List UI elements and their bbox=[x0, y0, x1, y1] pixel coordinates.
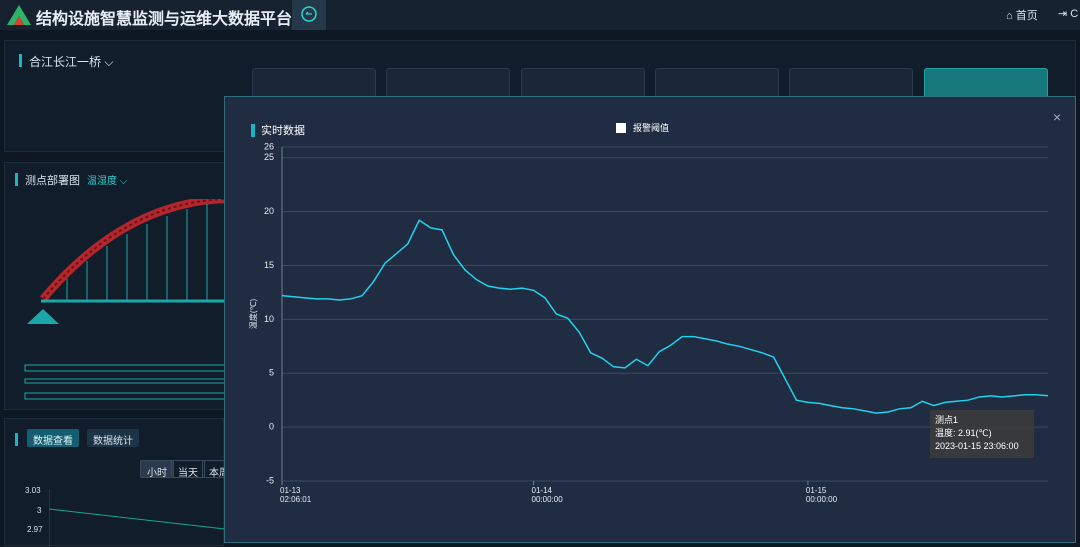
bridge-name: 合江长江一桥 bbox=[29, 55, 102, 69]
bridge-drawing bbox=[24, 199, 232, 400]
nav-label: C bbox=[1070, 8, 1079, 20]
tooltip-series: 测点1 bbox=[935, 415, 959, 425]
axis-label: 3 bbox=[37, 506, 42, 515]
y-tick-label: 20 bbox=[264, 206, 274, 216]
y-tick-label: 26 bbox=[264, 141, 274, 151]
tooltip-time: 2023-01-15 23:06:00 bbox=[935, 441, 1019, 451]
back-button[interactable] bbox=[292, 0, 326, 30]
y-tick-label: 10 bbox=[264, 314, 274, 324]
filter-select[interactable]: 温湿度 ⌵ bbox=[87, 176, 128, 187]
marker bbox=[251, 124, 255, 137]
y-tick-label: 5 bbox=[269, 368, 274, 378]
nav-item[interactable]: ⇥ C bbox=[1058, 8, 1079, 20]
x-tick-label: 01-13 02:06:01 bbox=[280, 486, 312, 504]
range-button[interactable]: 当天 bbox=[171, 460, 205, 479]
tab[interactable]: 数据查看 bbox=[27, 429, 79, 447]
y-tick-label: 15 bbox=[264, 260, 274, 270]
range-button[interactable]: 小时 bbox=[140, 460, 174, 479]
filter-label: 温湿度 bbox=[87, 176, 117, 187]
tooltip-value: 温度: 2.91(℃) bbox=[935, 428, 992, 438]
modal-title: 实时数据 bbox=[261, 125, 305, 137]
y-tick-label: 25 bbox=[264, 152, 274, 162]
legend-swatch bbox=[616, 123, 626, 133]
nav-home[interactable]: ⌂ 首页 bbox=[1006, 10, 1038, 22]
axis-label: 2.97 bbox=[27, 525, 43, 534]
x-tick-label: 01-15 00:00:00 bbox=[805, 486, 838, 504]
y-axis-label: 温度(℃) bbox=[248, 299, 258, 330]
tab[interactable]: 数据统计 bbox=[87, 429, 139, 447]
tooltip: 测点1 温度: 2.91(℃) 2023-01-15 23:06:00 bbox=[930, 410, 1034, 458]
y-tick-label: -5 bbox=[266, 475, 274, 485]
marker bbox=[19, 54, 22, 67]
close-button[interactable]: × bbox=[1053, 109, 1062, 125]
header: 结构设施智慧监测与运维大数据平台 ⌂ 首页 ⇥ C bbox=[0, 0, 1080, 30]
marker bbox=[15, 433, 18, 446]
mini-chart bbox=[49, 489, 225, 547]
app-title: 结构设施智慧监测与运维大数据平台 bbox=[36, 11, 293, 28]
y-tick-label: 0 bbox=[269, 422, 274, 432]
panel-title: 测点部署图 bbox=[25, 175, 80, 187]
logo bbox=[7, 5, 31, 25]
nav-label: 首页 bbox=[1015, 10, 1038, 22]
axis-label: 3.03 bbox=[25, 486, 41, 495]
x-tick-label: 01-14 00:00:00 bbox=[531, 486, 563, 504]
marker bbox=[15, 173, 18, 186]
legend-label: 报警阈值 bbox=[633, 123, 670, 133]
data-line bbox=[281, 219, 1049, 414]
bridge-select[interactable]: 合江长江一桥 ⌵ bbox=[29, 55, 114, 69]
